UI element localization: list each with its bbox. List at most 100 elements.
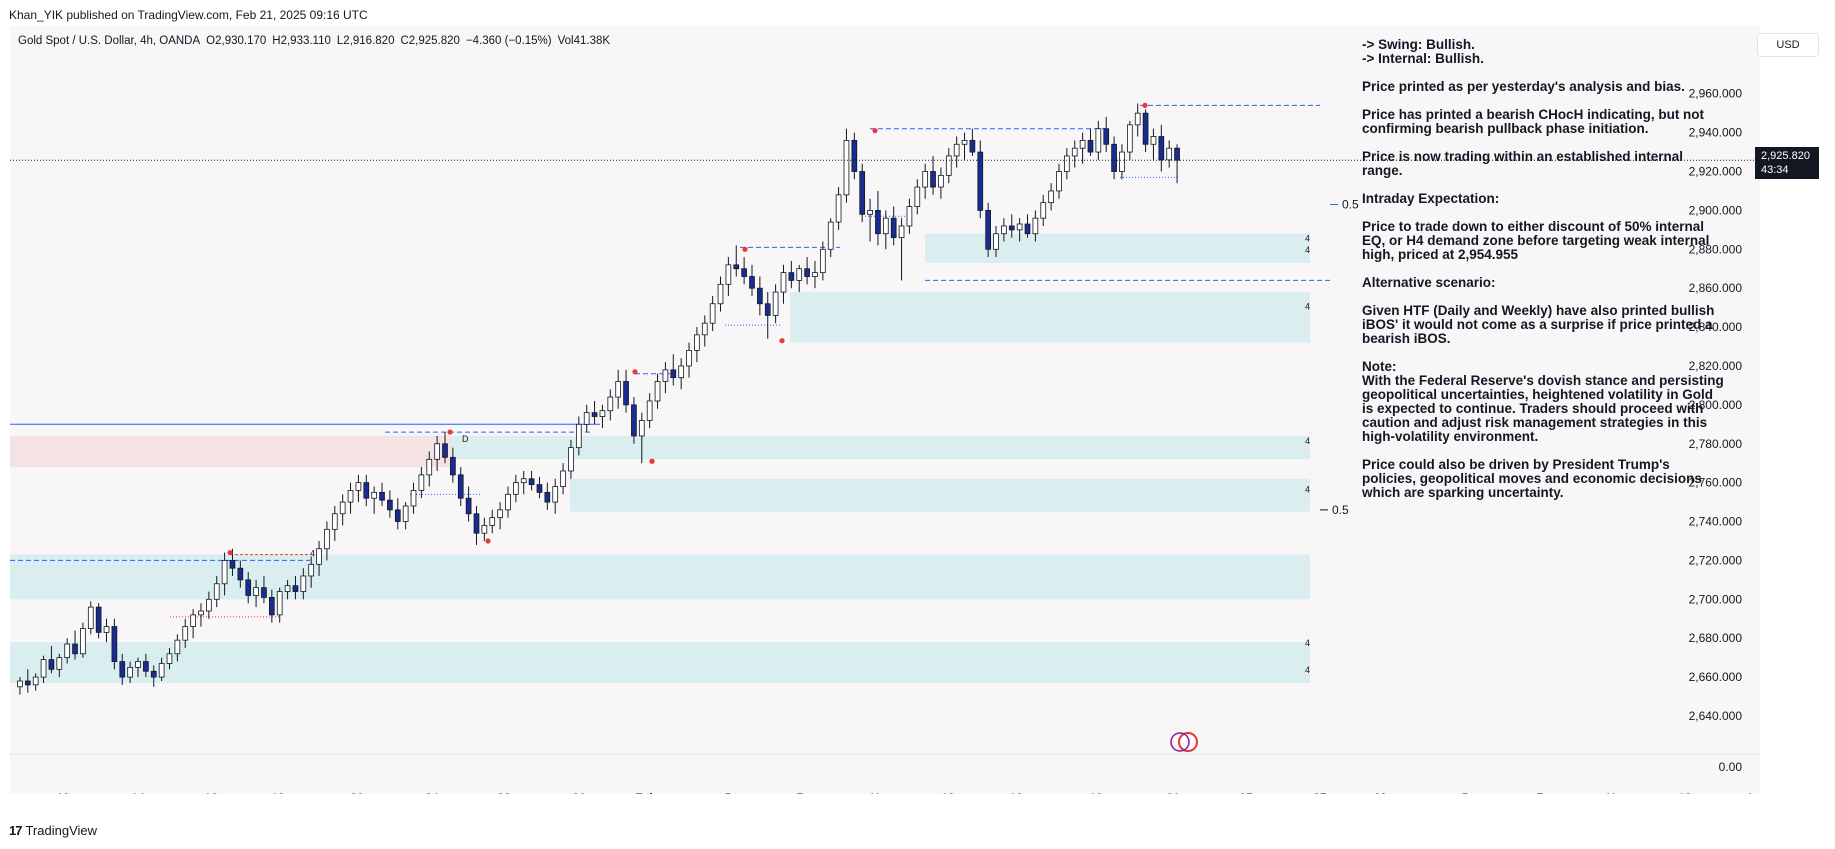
candle [812,272,818,277]
candle [276,591,283,616]
zone-label: 4 [1305,436,1310,446]
candle [206,598,212,612]
y-tick-label: 2,800.000 [1689,398,1743,412]
note-p3: Price is now trading within an establish… [1362,149,1684,178]
candle [749,276,755,289]
candle [229,560,236,569]
candle [434,443,440,460]
candle [198,610,204,616]
candle [938,174,944,188]
candle [40,659,47,678]
x-tick-label: 1 [1747,791,1754,794]
candle [1048,190,1054,204]
candle [820,248,826,274]
candle [1071,147,1078,157]
candle [143,661,149,672]
top-bar: Khan_YIK published on TradingView.com, F… [0,0,1835,26]
y-tick-label-zero: 0.00 [1719,760,1743,774]
candle [623,381,629,406]
candle [355,482,362,491]
candle [245,579,252,596]
y-tick-label: 2,840.000 [1689,320,1743,334]
candle [284,585,291,592]
candle [182,626,189,641]
candle [119,661,126,678]
x-tick-label: 28 [497,791,511,794]
candle [764,303,771,316]
candle [72,643,78,655]
x-tick-label: 11 [869,791,882,794]
candle [701,322,708,336]
candle [324,528,330,550]
ohlc-high: H2,933.110 [272,35,331,47]
candle [654,381,661,402]
candle [95,606,102,633]
candle [127,666,133,678]
zone-label: 4 [1305,665,1310,675]
candle [780,272,787,293]
candle [709,303,716,324]
price-chart[interactable]: 44444444D0.50.52,640.0002,660.0002,680.0… [10,26,1760,794]
symbol-legend: Gold Spot / U.S. Dollar, 4h, OANDA O2,93… [18,35,610,47]
tradingview-logo-icon: 17 [9,823,23,838]
candle [1150,136,1157,145]
x-tick-label: 22 [350,791,364,794]
candle [1079,139,1086,149]
author-logo-icon [1178,732,1198,752]
candle [103,626,110,633]
candle [190,614,196,627]
candle [80,628,86,655]
tradingview-brand: TradingView [25,823,98,838]
candle [631,404,637,437]
candle [17,680,23,688]
candle [1024,223,1031,235]
y-tick-label: 2,860.000 [1689,281,1743,295]
candle [442,443,448,458]
candle [410,490,417,507]
x-tick-label: 5 [725,791,732,794]
note-internal: -> Internal: Bullish. [1362,51,1484,66]
currency-button[interactable]: USD [1757,33,1819,57]
footer-brand[interactable]: 17 TradingView [9,823,97,838]
swing-point-marker [632,369,638,375]
candle [292,585,299,592]
eq-level-label: 0.5 [1342,198,1359,212]
candle [930,171,936,188]
volume: Vol41.38K [557,35,611,47]
candle [308,563,315,577]
zone-label: 4 [1305,245,1310,255]
note-p5: Price to trade down to either discount o… [1362,219,1710,262]
candle [961,139,968,145]
candle [757,287,763,305]
candle [465,497,472,515]
candle [969,139,976,153]
y-tick-label: 2,720.000 [1689,553,1743,567]
zone-rect-3 [10,435,450,468]
y-tick-label: 2,920.000 [1689,165,1743,179]
zone-rect-2 [10,642,1310,658]
candle [827,221,834,250]
candle [560,470,566,487]
candle [300,575,307,592]
x-tick-label: 10 [56,791,70,794]
candle [221,560,228,585]
symbol-name[interactable]: Gold Spot / U.S. Dollar, 4h, OANDA [18,35,201,47]
candle [347,490,354,503]
candle [875,209,881,235]
candle [426,458,433,476]
candle [914,186,921,207]
candle [906,206,913,227]
zone-label: 4 [1305,302,1310,312]
candle [741,268,747,277]
eq-level-label: 0.5 [1332,503,1349,517]
candle [788,272,795,281]
publisher-attribution: Khan_YIK published on TradingView.com, F… [9,8,368,22]
candle [135,661,141,668]
zone-rect-1 [10,653,1310,683]
x-tick-label: 19 [1089,791,1103,794]
note-alternative-heading: Alternative scenario: [1362,275,1496,290]
candle [993,233,999,250]
note-p7: Given HTF (Daily and Weekly) have also p… [1362,303,1715,346]
analysis-notes: -> Swing: Bullish. -> Internal: Bullish.… [1362,38,1752,514]
candle [48,659,55,670]
